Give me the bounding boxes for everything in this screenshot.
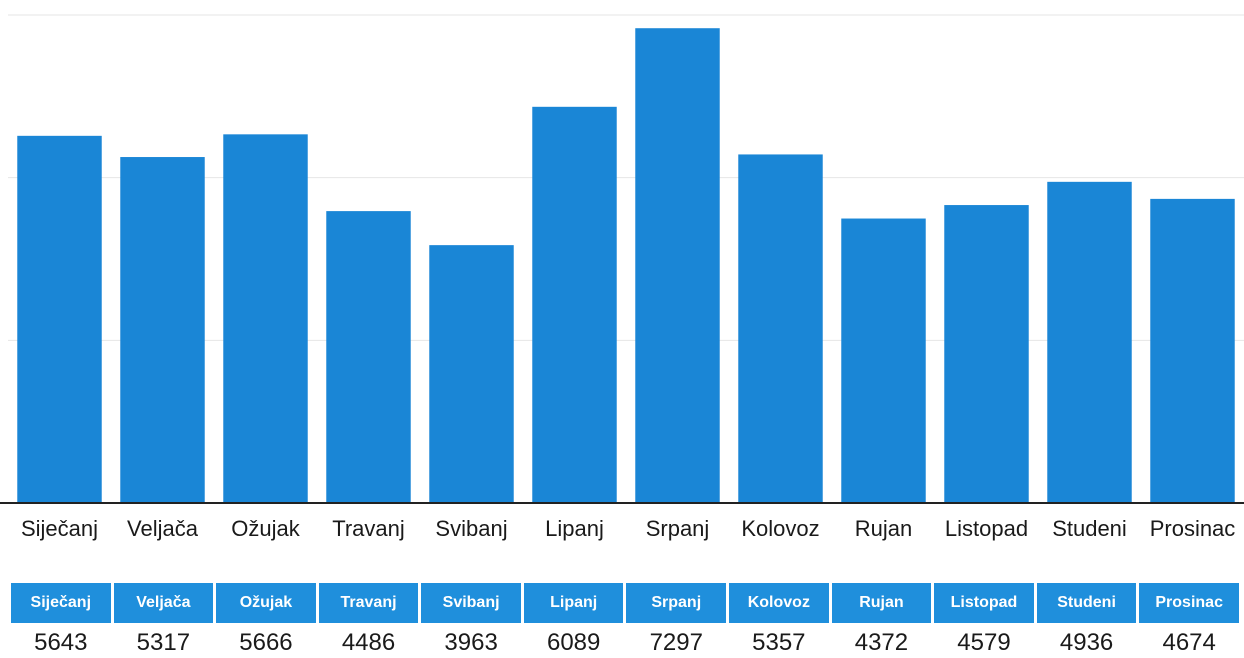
bar-chart: Siječanj Veljača Ožujak Travanj Svibanj Lipan… xyxy=(0,14,1244,541)
category-label: Rujan xyxy=(855,516,912,541)
category-label: Siječanj xyxy=(21,516,98,541)
table-value-cell: 6089 xyxy=(546,629,601,656)
bar-1 xyxy=(120,157,205,503)
table-value-cell: 3963 xyxy=(444,629,498,656)
category-label: Kolovoz xyxy=(741,516,819,541)
bar-2 xyxy=(223,134,308,503)
table-value-cell: 4674 xyxy=(1162,629,1216,656)
table-header-cell: Svibanj xyxy=(421,583,521,623)
bars xyxy=(17,28,1235,504)
table-header-row: Siječanj Veljača Ožujak Travanj Svibanj … xyxy=(11,583,1239,623)
table-value-cell: 4936 xyxy=(1059,629,1114,656)
bar-8 xyxy=(841,218,926,503)
category-label: Srpanj xyxy=(646,516,710,541)
table-value-cell: 5357 xyxy=(752,629,806,656)
category-label: Studeni xyxy=(1052,516,1127,541)
bar-10 xyxy=(1047,181,1132,503)
table-header-cell: Lipanj xyxy=(523,583,624,623)
bar-6 xyxy=(635,28,720,504)
table-header-cell: Studeni xyxy=(1036,583,1137,623)
table-value-cell: 4372 xyxy=(854,629,909,656)
table-header-cell: Travanj xyxy=(318,583,419,623)
table-header-cell: Veljača xyxy=(113,583,214,623)
table-value-cell: 5643 xyxy=(34,629,88,656)
table-value-cell: 7297 xyxy=(649,629,703,656)
table-header-cell: Ožujak xyxy=(216,583,316,623)
table-value-cell: 4486 xyxy=(341,629,396,656)
bar-3 xyxy=(326,211,411,503)
bar-0 xyxy=(17,135,102,503)
bar-11 xyxy=(1150,198,1235,503)
table-header-cell: Kolovoz xyxy=(729,583,829,623)
table-header-cell: Siječanj xyxy=(11,583,111,623)
table-value-cell: 5666 xyxy=(239,629,293,656)
table-value-cell: 4579 xyxy=(957,629,1011,656)
bar-7 xyxy=(738,154,823,503)
table-row: 5643 5317 5666 4486 3963 6089 7297 5357 … xyxy=(11,623,1239,658)
grid-lines xyxy=(8,14,1244,341)
table-header-cell: Prosinac xyxy=(1139,583,1239,623)
category-label: Ožujak xyxy=(231,516,300,541)
table-value-cell: 5317 xyxy=(136,629,191,656)
category-labels: Siječanj Veljača Ožujak Travanj Svibanj Lipan… xyxy=(21,516,1235,541)
category-label: Prosinac xyxy=(1150,516,1236,541)
category-label: Travanj xyxy=(332,516,405,541)
category-label: Veljača xyxy=(127,516,199,541)
bar-9 xyxy=(944,205,1029,503)
table-header-cell: Srpanj xyxy=(626,583,727,623)
bar-4 xyxy=(429,245,514,503)
data-table: Siječanj Veljača Ožujak Travanj Svibanj … xyxy=(8,583,1242,658)
bar-5 xyxy=(532,106,617,503)
category-label: Svibanj xyxy=(435,516,507,541)
category-label: Listopad xyxy=(945,516,1028,541)
table-header-cell: Rujan xyxy=(831,583,932,623)
table-header-cell: Listopad xyxy=(934,583,1034,623)
category-label: Lipanj xyxy=(545,516,604,541)
